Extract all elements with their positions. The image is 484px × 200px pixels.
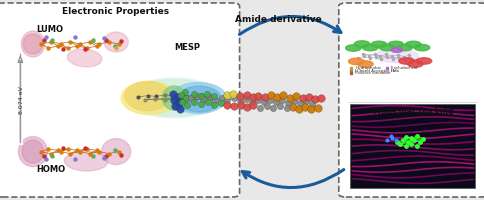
Text: Halo: Halo xyxy=(391,69,400,73)
Ellipse shape xyxy=(129,79,219,116)
Circle shape xyxy=(397,44,412,51)
Circle shape xyxy=(406,41,421,48)
Circle shape xyxy=(414,44,430,51)
Ellipse shape xyxy=(21,31,45,57)
Ellipse shape xyxy=(102,139,131,165)
Ellipse shape xyxy=(375,49,419,62)
Ellipse shape xyxy=(67,49,102,67)
Text: Hydrophobic: Hydrophobic xyxy=(355,66,381,70)
Text: 8.074 eV: 8.074 eV xyxy=(19,86,24,114)
Text: HOMO: HOMO xyxy=(36,164,65,173)
Circle shape xyxy=(416,58,432,64)
Text: Excluded vol.: Excluded vol. xyxy=(391,66,419,70)
Text: Positive ionizable: Positive ionizable xyxy=(355,71,391,75)
Ellipse shape xyxy=(121,82,177,114)
Circle shape xyxy=(391,48,403,52)
Ellipse shape xyxy=(178,86,221,112)
Circle shape xyxy=(346,45,361,51)
Ellipse shape xyxy=(127,78,221,118)
Ellipse shape xyxy=(104,32,128,52)
Ellipse shape xyxy=(23,34,43,54)
Text: H-bond Acceptor (1): H-bond Acceptor (1) xyxy=(355,69,396,73)
Circle shape xyxy=(388,41,404,48)
Circle shape xyxy=(348,58,364,65)
Circle shape xyxy=(399,58,414,64)
Ellipse shape xyxy=(64,151,108,171)
Circle shape xyxy=(354,41,370,47)
Circle shape xyxy=(371,41,387,48)
Ellipse shape xyxy=(22,140,44,163)
FancyBboxPatch shape xyxy=(348,8,477,102)
Ellipse shape xyxy=(18,137,47,167)
FancyBboxPatch shape xyxy=(0,3,240,197)
Text: Amide derivative: Amide derivative xyxy=(235,16,322,24)
Text: Molecular Docking: Molecular Docking xyxy=(373,106,454,116)
Circle shape xyxy=(363,44,378,51)
Circle shape xyxy=(408,61,423,67)
FancyBboxPatch shape xyxy=(339,3,484,197)
Circle shape xyxy=(379,44,395,51)
Text: Electronic Properties: Electronic Properties xyxy=(61,6,169,16)
FancyBboxPatch shape xyxy=(350,104,475,188)
Circle shape xyxy=(358,61,373,67)
Ellipse shape xyxy=(125,82,171,110)
Text: LUMO: LUMO xyxy=(36,25,63,34)
Text: MESP: MESP xyxy=(174,44,200,52)
Ellipse shape xyxy=(170,82,227,114)
Ellipse shape xyxy=(162,86,186,110)
